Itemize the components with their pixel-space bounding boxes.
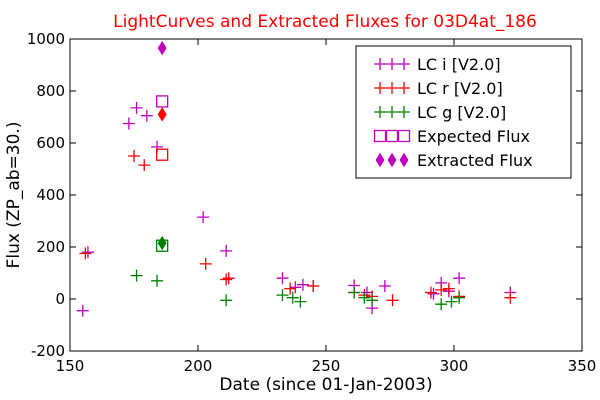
legend-marker-2-2 <box>398 106 410 118</box>
data-point-plus-s2-p1 <box>151 274 164 287</box>
data-point-plus-s0-p8 <box>276 272 289 285</box>
legend-marker-3-0 <box>373 129 387 143</box>
y-tick-label-1: 0 <box>55 290 65 308</box>
legend-label-2: LC g [V2.0] <box>417 103 506 122</box>
axis-ticks: 150 200 250 300 350 -200 0 200 400 600 800 1000 <box>27 30 597 375</box>
legend-label-3: Expected Flux <box>417 127 530 146</box>
legend-marker-0-1 <box>386 58 398 70</box>
data-point-plus-s0-p7 <box>220 244 233 257</box>
data-point-plus-s2-p0 <box>130 269 143 282</box>
y-tick-label-4: 600 <box>36 134 65 152</box>
data-point-plus-s2-p9 <box>435 298 448 311</box>
x-tick-label-3: 300 <box>440 357 469 375</box>
legend-entry-4: Extracted Flux <box>375 151 533 170</box>
data-point-plus-s2-p11 <box>453 291 466 304</box>
data-point-diamond-s7-p0 <box>157 107 167 122</box>
data-point-diamond-s8-p0 <box>157 235 167 251</box>
data-point-plus-s1-p11 <box>386 294 399 307</box>
legend: LC i [V2.0] LC r [V2.0] LC g [V2.0] Expecte… <box>355 45 572 179</box>
data-point-plus-s0-p10 <box>296 278 309 291</box>
x-tick-label-0: 150 <box>56 357 85 375</box>
legend-marker-3-1 <box>385 129 399 143</box>
legend-marker-4-2 <box>399 152 409 168</box>
data-point-plus-s1-p3 <box>199 257 212 270</box>
data-point-plus-s1-p14 <box>442 282 455 295</box>
data-point-plus-s2-p2 <box>220 294 233 307</box>
legend-marker-2-1 <box>386 106 398 118</box>
data-point-plus-s2-p6 <box>348 286 361 299</box>
x-axis-label: Date (since 01-Jan-2003) <box>219 375 432 395</box>
legend-marker-0-0 <box>374 58 386 70</box>
legend-marker-0-2 <box>398 58 410 70</box>
data-point-plus-s2-p3 <box>276 289 289 302</box>
data-point-plus-s0-p15 <box>378 280 391 292</box>
y-tick-label-3: 400 <box>36 186 65 204</box>
data-point-plus-s1-p2 <box>138 159 151 172</box>
data-point-plus-s0-p2 <box>122 117 135 130</box>
legend-marker-1-1 <box>386 82 398 94</box>
data-point-plus-s0-p4 <box>140 109 153 122</box>
y-axis-label: Flux (ZP_ab=30.) <box>4 122 24 269</box>
plot-area <box>76 40 517 317</box>
data-point-plus-s1-p13 <box>435 283 448 296</box>
data-point-plus-s0-p3 <box>130 101 143 114</box>
data-point-square-s3-p0 <box>156 95 169 108</box>
legend-entry-0: LC i [V2.0] <box>374 55 501 74</box>
data-point-plus-s1-p7 <box>307 280 320 292</box>
legend-label-1: LC r [V2.0] <box>417 79 503 98</box>
legend-label-0: LC i [V2.0] <box>417 55 501 74</box>
y-tick-label-2: 200 <box>36 238 65 256</box>
data-point-plus-s1-p1 <box>128 150 140 162</box>
data-point-plus-s1-p5 <box>222 272 235 285</box>
data-point-plus-s2-p5 <box>294 295 307 308</box>
legend-marker-1-0 <box>374 82 386 94</box>
legend-marker-4-1 <box>387 152 397 168</box>
legend-marker-1-2 <box>398 82 410 94</box>
data-point-plus-s1-p6 <box>284 282 297 295</box>
y-tick-label-5: 800 <box>36 82 65 100</box>
x-tick-label-2: 250 <box>312 357 341 375</box>
data-point-plus-s0-p0 <box>76 304 89 317</box>
data-point-diamond-s6-p0 <box>157 40 167 56</box>
legend-label-4: Extracted Flux <box>417 151 533 170</box>
data-point-plus-s2-p10 <box>445 295 458 308</box>
x-tick-label-4: 350 <box>568 357 597 375</box>
data-point-plus-s1-p0 <box>79 247 92 260</box>
legend-entry-3: Expected Flux <box>373 127 530 146</box>
data-point-plus-s0-p9 <box>289 281 302 294</box>
data-point-plus-s1-p12 <box>424 286 437 299</box>
data-point-plus-s0-p6 <box>197 211 210 224</box>
data-point-plus-s2-p7 <box>358 291 371 304</box>
chart-title: LightCurves and Extracted Fluxes for 03D… <box>113 12 537 32</box>
data-point-plus-s1-p16 <box>504 291 517 304</box>
data-point-plus-s0-p1 <box>81 246 94 259</box>
y-tick-label-6: 1000 <box>27 30 65 48</box>
data-point-plus-s2-p8 <box>366 294 379 307</box>
data-point-plus-s1-p4 <box>220 273 233 286</box>
legend-marker-2-0 <box>374 106 386 118</box>
data-point-plus-s2-p4 <box>286 291 299 304</box>
x-tick-label-1: 200 <box>184 357 213 375</box>
legend-marker-3-2 <box>397 129 411 143</box>
data-point-square-s4-p0 <box>156 148 169 161</box>
legend-marker-4-0 <box>375 152 385 168</box>
legend-entry-2: LC g [V2.0] <box>374 103 506 122</box>
legend-entry-1: LC r [V2.0] <box>374 79 503 98</box>
y-tick-label-0: -200 <box>31 342 65 360</box>
data-point-plus-s0-p19 <box>453 272 466 285</box>
data-point-plus-s0-p16 <box>427 287 440 300</box>
